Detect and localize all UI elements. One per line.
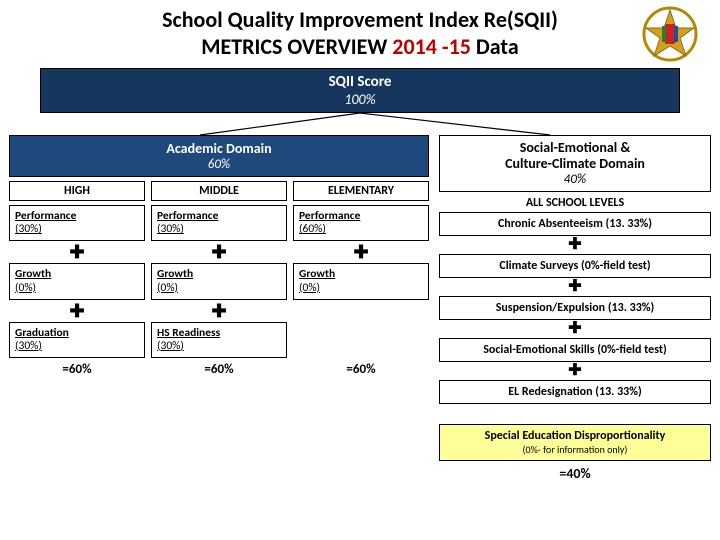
- column-total: =60%: [9, 358, 145, 377]
- academic-domain: Academic Domain 60% HIGH Performance(30%)…: [9, 135, 429, 377]
- academic-column: MIDDLEPerformance(30%)✚Growth(0%)✚HS Rea…: [151, 181, 287, 377]
- social-metric-item: Social-Emotional Skills (0%-field test): [439, 338, 711, 362]
- connector-lines: [40, 113, 680, 135]
- special-ed-value: (0%- for information only): [446, 443, 704, 456]
- sqii-score-box: SQII Score 100%: [40, 68, 680, 113]
- social-domain: Social-Emotional &Culture-Climate Domain…: [439, 135, 711, 482]
- title-line2b: Data: [471, 33, 519, 60]
- metric-box: Growth(0%): [293, 263, 429, 299]
- social-metric-item: Chronic Absenteeism (13. 33%): [439, 212, 711, 236]
- social-metric-item: EL Redesignation (13. 33%): [439, 380, 711, 404]
- social-sublabel: ALL SCHOOL LEVELS: [439, 196, 711, 210]
- metric-box: Performance(30%): [9, 205, 145, 241]
- level-header: MIDDLE: [151, 181, 287, 201]
- academic-column: HIGHPerformance(30%)✚Growth(0%)✚Graduati…: [9, 181, 145, 377]
- plus-icon: ✚: [151, 241, 287, 263]
- metric-box: Performance(30%): [151, 205, 287, 241]
- academic-column: ELEMENTARY Performance(60%)✚Growth(0%) =60…: [293, 181, 429, 377]
- plus-icon: ✚: [439, 278, 711, 296]
- plus-icon: ✚: [9, 241, 145, 263]
- plus-icon: ✚: [9, 300, 145, 322]
- plus-icon: ✚: [293, 241, 429, 263]
- district-logo-icon: [640, 4, 700, 64]
- level-header: ELEMENTARY: [293, 181, 429, 201]
- special-ed-label: Special Education Disproportionality: [446, 429, 704, 443]
- academic-header: Academic Domain 60%: [9, 135, 429, 177]
- level-header: HIGH: [9, 181, 145, 201]
- metric-box: Graduation(30%): [9, 322, 145, 358]
- plus-icon: ✚: [439, 320, 711, 338]
- plus-icon: ✚: [439, 236, 711, 254]
- social-metric-item: Climate Surveys (0%-field test): [439, 254, 711, 278]
- academic-value: 60%: [14, 157, 424, 172]
- special-ed-box: Special Education Disproportionality (0%…: [439, 424, 711, 461]
- academic-label: Academic Domain: [14, 140, 424, 157]
- column-total: =60%: [151, 358, 287, 377]
- social-label: Social-Emotional &Culture-Climate Domain: [444, 140, 706, 172]
- page-title: School Quality Improvement Index Re(SQII…: [0, 0, 720, 64]
- title-line2a: METRICS OVERVIEW: [201, 33, 392, 60]
- social-value: 40%: [444, 172, 706, 187]
- social-total: =40%: [439, 465, 711, 482]
- social-header: Social-Emotional &Culture-Climate Domain…: [439, 135, 711, 192]
- title-year: 2014 -15: [392, 33, 471, 60]
- title-acronym: (SQII): [507, 6, 558, 33]
- social-metric-item: Suspension/Expulsion (13. 33%): [439, 296, 711, 320]
- title-prefix: School Quality Improvement Index Re: [162, 6, 507, 33]
- metric-box: Growth(0%): [9, 263, 145, 299]
- metric-box: Growth(0%): [151, 263, 287, 299]
- metric-box: HS Readiness(30%): [151, 322, 287, 358]
- sqii-score-value: 100%: [41, 91, 679, 108]
- sqii-score-label: SQII Score: [41, 73, 679, 91]
- column-total: =60%: [293, 358, 429, 377]
- metric-box: Performance(60%): [293, 205, 429, 241]
- plus-icon: ✚: [151, 300, 287, 322]
- plus-icon: ✚: [439, 362, 711, 380]
